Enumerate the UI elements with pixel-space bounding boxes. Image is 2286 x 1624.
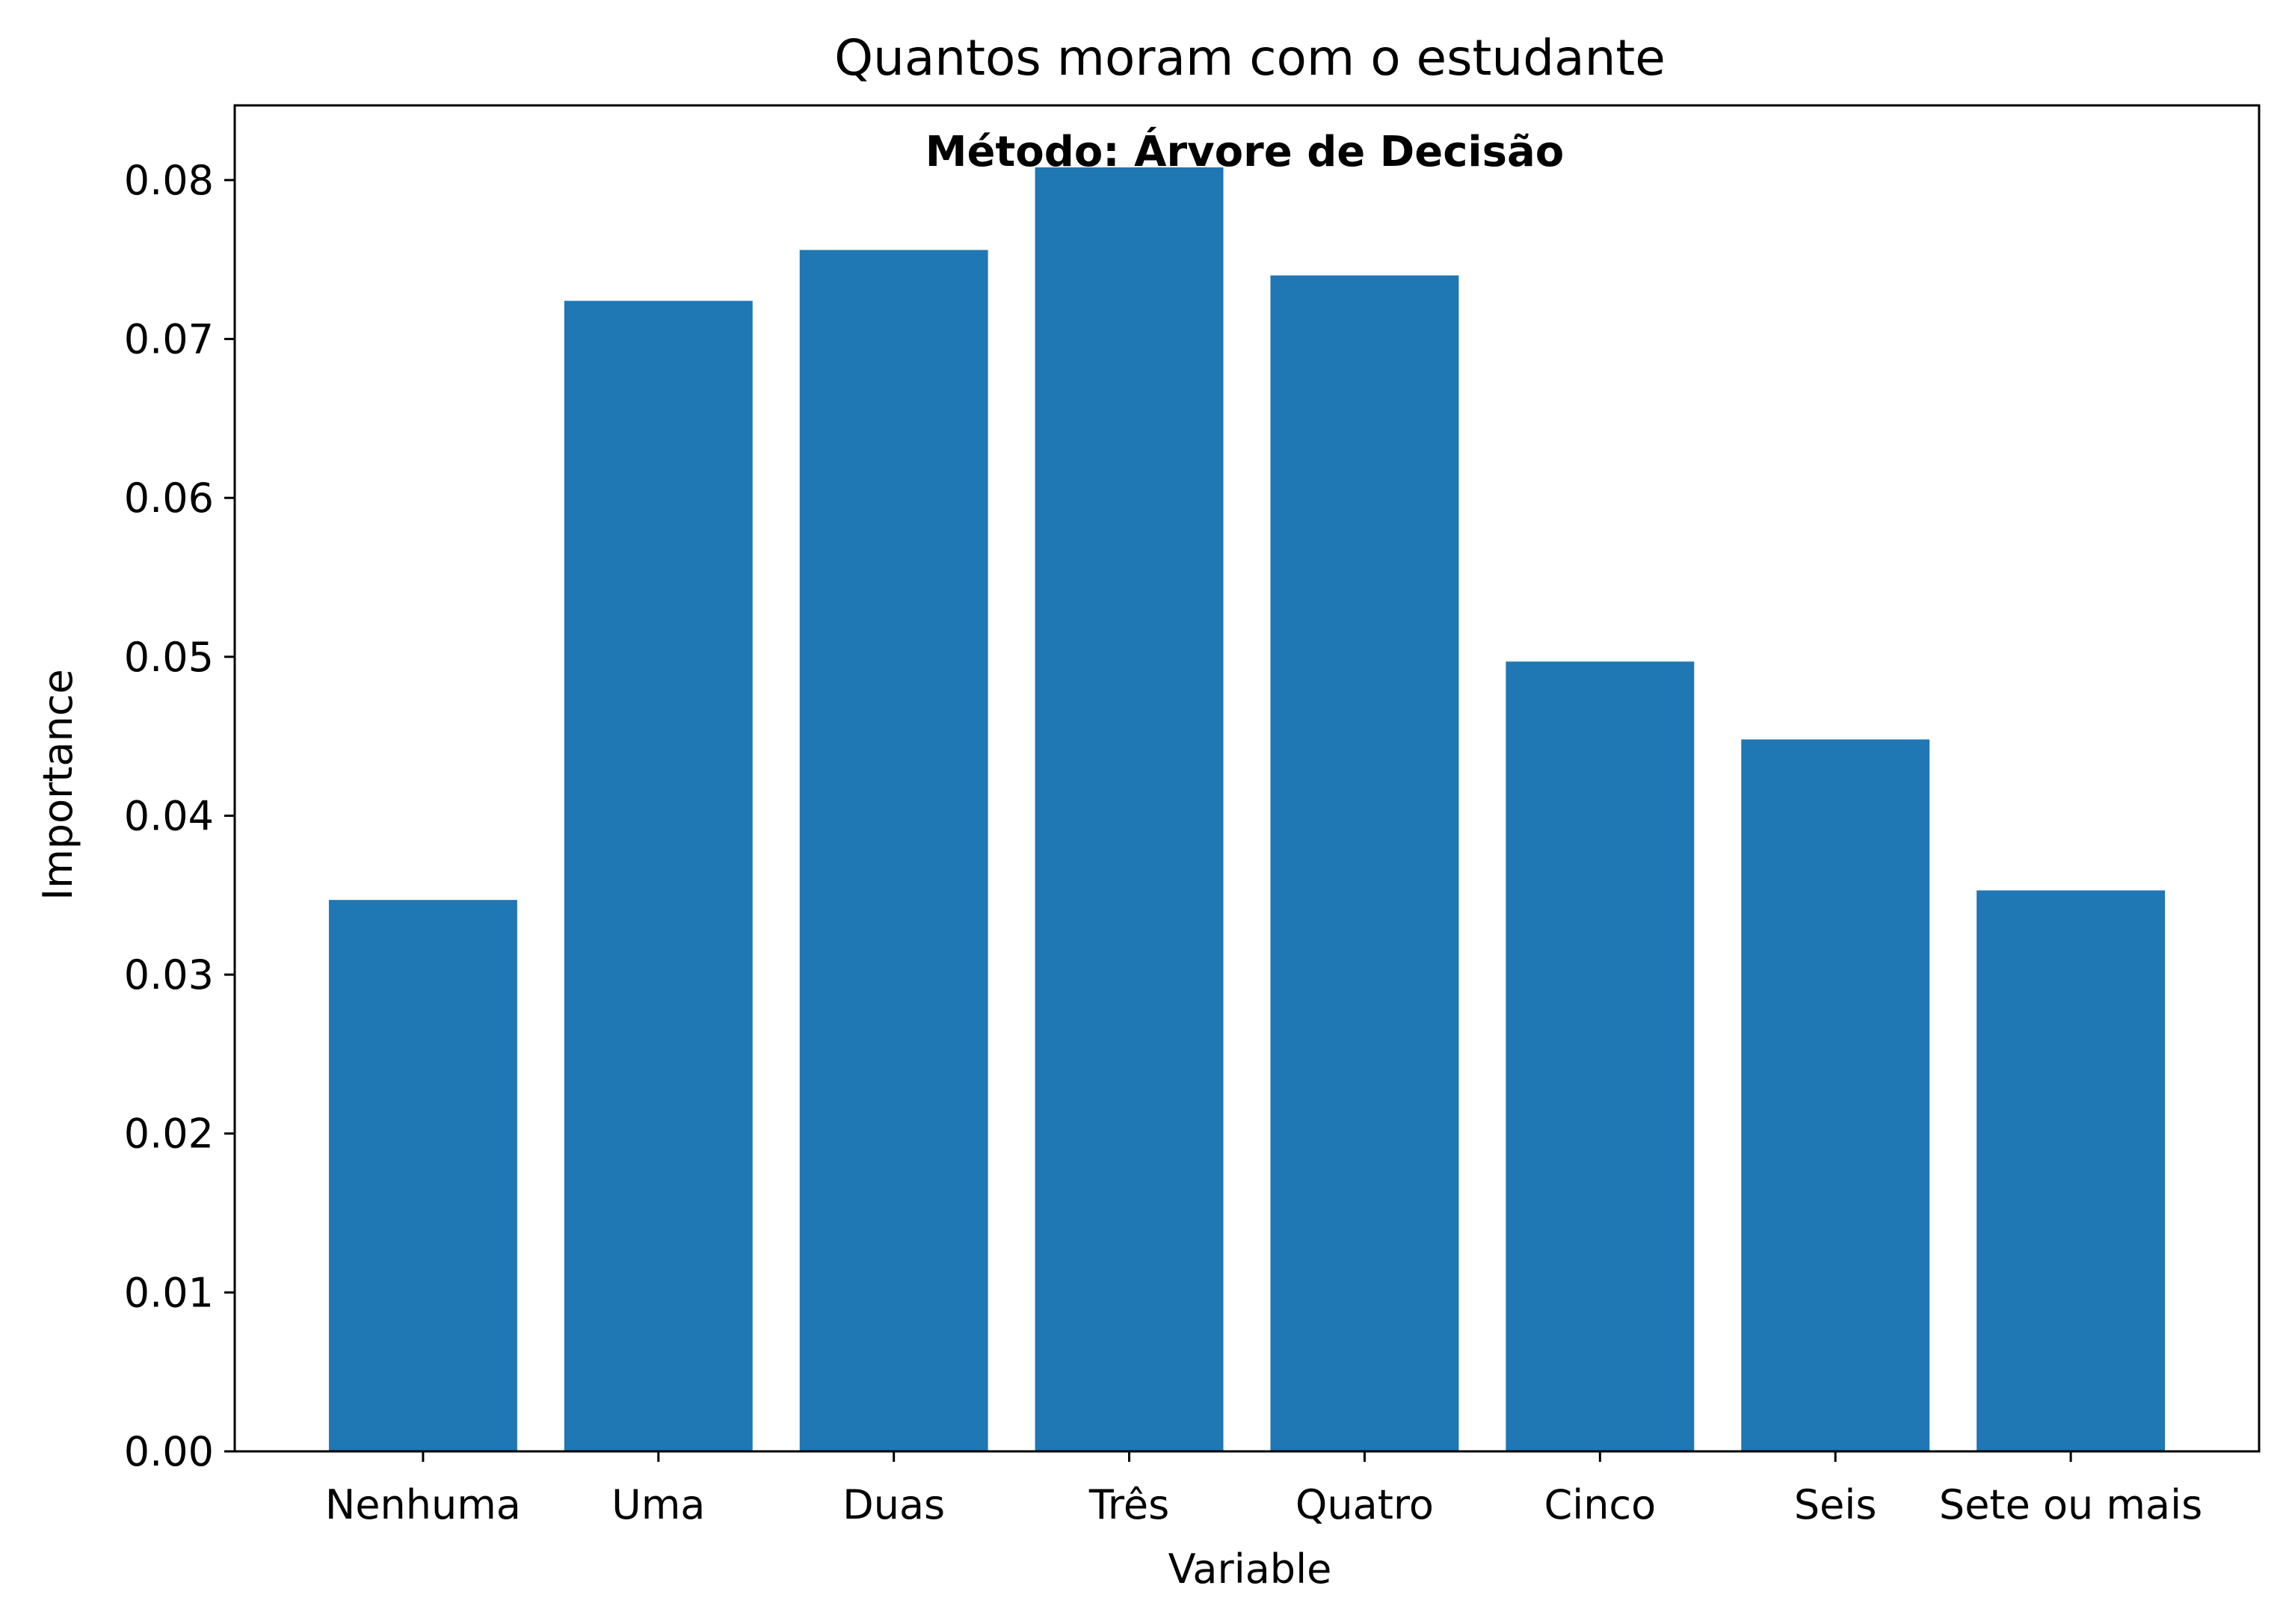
bar-7 xyxy=(1977,890,2166,1451)
chart-title: Quantos moram com o estudante xyxy=(834,29,1666,87)
x-tick-label-1: Uma xyxy=(611,1481,705,1528)
y-tick-label-0: 0.00 xyxy=(124,1428,214,1475)
x-tick-label-0: Nenhuma xyxy=(325,1481,521,1528)
bar-5 xyxy=(1506,661,1695,1452)
x-tick-label-7: Sete ou mais xyxy=(1939,1481,2202,1528)
bar-1 xyxy=(564,300,753,1452)
bar-4 xyxy=(1270,275,1459,1452)
method-annotation: Método: Árvore de Decisão xyxy=(925,128,1564,176)
y-tick-label-3: 0.03 xyxy=(124,951,214,998)
axes-frame xyxy=(233,104,2261,1453)
y-tick-label-2: 0.02 xyxy=(124,1111,214,1158)
bar-3 xyxy=(1035,167,1224,1452)
x-tick-label-3: Três xyxy=(1088,1481,1169,1528)
bar-2 xyxy=(799,250,988,1452)
y-tick-label-4: 0.04 xyxy=(124,792,214,839)
x-tick-label-4: Quatro xyxy=(1295,1481,1434,1528)
y-tick-label-5: 0.05 xyxy=(124,634,214,681)
y-tick-label-7: 0.07 xyxy=(124,316,214,363)
x-axis-label: Variable xyxy=(1168,1546,1332,1593)
y-axis-label: Importance xyxy=(34,669,81,900)
x-tick-label-5: Cinco xyxy=(1544,1481,1656,1528)
x-tick-label-2: Duas xyxy=(842,1481,945,1528)
bar-6 xyxy=(1741,739,1930,1451)
x-tick-label-6: Seis xyxy=(1794,1481,1877,1528)
y-tick-label-8: 0.08 xyxy=(124,157,214,204)
bar-0 xyxy=(328,900,517,1451)
bars-group xyxy=(328,167,2166,1452)
y-tick-label-1: 0.01 xyxy=(124,1269,214,1316)
y-tick-label-6: 0.06 xyxy=(124,475,214,522)
y-axis-ticks: 0.00 0.01 0.02 0.03 0.04 0.05 0.06 0.07 0.08 xyxy=(124,157,235,1475)
x-axis-ticks: Nenhuma Uma Duas Três Quatro Cinco Seis Sete ou… xyxy=(325,1451,2202,1528)
